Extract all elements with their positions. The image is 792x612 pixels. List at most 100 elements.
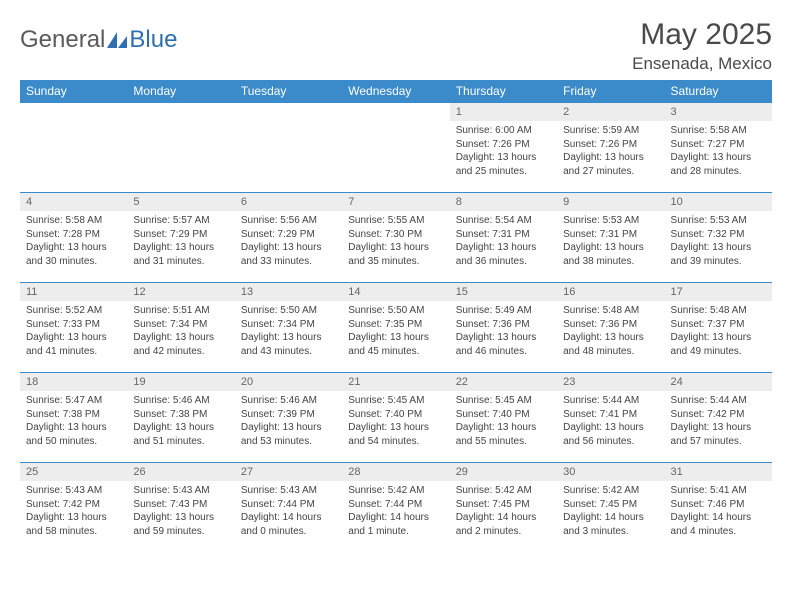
day-number: 8 <box>450 193 557 211</box>
day-details: Sunrise: 5:48 AMSunset: 7:36 PMDaylight:… <box>557 301 664 360</box>
weekday-header: Tuesday <box>235 80 342 103</box>
calendar-cell: 8Sunrise: 5:54 AMSunset: 7:31 PMDaylight… <box>450 193 557 283</box>
calendar-row: 25Sunrise: 5:43 AMSunset: 7:42 PMDayligh… <box>20 463 772 553</box>
day-details: Sunrise: 5:42 AMSunset: 7:45 PMDaylight:… <box>557 481 664 540</box>
day-number: 28 <box>342 463 449 481</box>
day-details: Sunrise: 5:50 AMSunset: 7:34 PMDaylight:… <box>235 301 342 360</box>
day-details: Sunrise: 6:00 AMSunset: 7:26 PMDaylight:… <box>450 121 557 180</box>
day-number: 25 <box>20 463 127 481</box>
calendar-cell: 11Sunrise: 5:52 AMSunset: 7:33 PMDayligh… <box>20 283 127 373</box>
day-number: 6 <box>235 193 342 211</box>
day-details: Sunrise: 5:44 AMSunset: 7:42 PMDaylight:… <box>665 391 772 450</box>
calendar-cell: 5Sunrise: 5:57 AMSunset: 7:29 PMDaylight… <box>127 193 234 283</box>
brand-part2: Blue <box>129 26 177 54</box>
day-number: 26 <box>127 463 234 481</box>
day-number: 17 <box>665 283 772 301</box>
calendar-cell: 4Sunrise: 5:58 AMSunset: 7:28 PMDaylight… <box>20 193 127 283</box>
calendar-cell <box>127 103 234 193</box>
day-details: Sunrise: 5:51 AMSunset: 7:34 PMDaylight:… <box>127 301 234 360</box>
day-details: Sunrise: 5:43 AMSunset: 7:44 PMDaylight:… <box>235 481 342 540</box>
calendar-cell: 17Sunrise: 5:48 AMSunset: 7:37 PMDayligh… <box>665 283 772 373</box>
calendar-cell <box>235 103 342 193</box>
calendar-row: 18Sunrise: 5:47 AMSunset: 7:38 PMDayligh… <box>20 373 772 463</box>
day-details: Sunrise: 5:53 AMSunset: 7:32 PMDaylight:… <box>665 211 772 270</box>
calendar-cell <box>342 103 449 193</box>
calendar-cell: 22Sunrise: 5:45 AMSunset: 7:40 PMDayligh… <box>450 373 557 463</box>
day-number: 7 <box>342 193 449 211</box>
calendar-cell: 23Sunrise: 5:44 AMSunset: 7:41 PMDayligh… <box>557 373 664 463</box>
sail-icon <box>107 32 127 48</box>
day-details: Sunrise: 5:59 AMSunset: 7:26 PMDaylight:… <box>557 121 664 180</box>
calendar-cell: 27Sunrise: 5:43 AMSunset: 7:44 PMDayligh… <box>235 463 342 553</box>
day-number: 1 <box>450 103 557 121</box>
day-number: 27 <box>235 463 342 481</box>
calendar-cell: 1Sunrise: 6:00 AMSunset: 7:26 PMDaylight… <box>450 103 557 193</box>
day-details: Sunrise: 5:42 AMSunset: 7:44 PMDaylight:… <box>342 481 449 540</box>
calendar-cell: 15Sunrise: 5:49 AMSunset: 7:36 PMDayligh… <box>450 283 557 373</box>
calendar-cell: 30Sunrise: 5:42 AMSunset: 7:45 PMDayligh… <box>557 463 664 553</box>
location-label: Ensenada, Mexico <box>632 54 772 74</box>
day-details: Sunrise: 5:47 AMSunset: 7:38 PMDaylight:… <box>20 391 127 450</box>
calendar-cell: 6Sunrise: 5:56 AMSunset: 7:29 PMDaylight… <box>235 193 342 283</box>
day-details: Sunrise: 5:56 AMSunset: 7:29 PMDaylight:… <box>235 211 342 270</box>
day-number: 31 <box>665 463 772 481</box>
calendar-cell: 14Sunrise: 5:50 AMSunset: 7:35 PMDayligh… <box>342 283 449 373</box>
day-details: Sunrise: 5:43 AMSunset: 7:42 PMDaylight:… <box>20 481 127 540</box>
day-number: 2 <box>557 103 664 121</box>
day-details: Sunrise: 5:45 AMSunset: 7:40 PMDaylight:… <box>342 391 449 450</box>
calendar-cell: 29Sunrise: 5:42 AMSunset: 7:45 PMDayligh… <box>450 463 557 553</box>
calendar-cell: 10Sunrise: 5:53 AMSunset: 7:32 PMDayligh… <box>665 193 772 283</box>
calendar-cell: 3Sunrise: 5:58 AMSunset: 7:27 PMDaylight… <box>665 103 772 193</box>
page-title: May 2025 <box>632 18 772 52</box>
calendar-cell: 13Sunrise: 5:50 AMSunset: 7:34 PMDayligh… <box>235 283 342 373</box>
calendar-cell: 2Sunrise: 5:59 AMSunset: 7:26 PMDaylight… <box>557 103 664 193</box>
calendar-cell: 9Sunrise: 5:53 AMSunset: 7:31 PMDaylight… <box>557 193 664 283</box>
calendar-cell: 16Sunrise: 5:48 AMSunset: 7:36 PMDayligh… <box>557 283 664 373</box>
day-details: Sunrise: 5:42 AMSunset: 7:45 PMDaylight:… <box>450 481 557 540</box>
calendar-row: 11Sunrise: 5:52 AMSunset: 7:33 PMDayligh… <box>20 283 772 373</box>
day-number: 4 <box>20 193 127 211</box>
brand-part1: General <box>20 26 105 54</box>
day-number: 30 <box>557 463 664 481</box>
calendar-table: Sunday Monday Tuesday Wednesday Thursday… <box>20 80 772 553</box>
day-details: Sunrise: 5:48 AMSunset: 7:37 PMDaylight:… <box>665 301 772 360</box>
weekday-header: Monday <box>127 80 234 103</box>
day-number: 21 <box>342 373 449 391</box>
day-number: 12 <box>127 283 234 301</box>
day-number: 19 <box>127 373 234 391</box>
day-details: Sunrise: 5:50 AMSunset: 7:35 PMDaylight:… <box>342 301 449 360</box>
day-number: 15 <box>450 283 557 301</box>
weekday-header: Thursday <box>450 80 557 103</box>
day-details: Sunrise: 5:53 AMSunset: 7:31 PMDaylight:… <box>557 211 664 270</box>
day-details: Sunrise: 5:54 AMSunset: 7:31 PMDaylight:… <box>450 211 557 270</box>
day-number: 11 <box>20 283 127 301</box>
day-details: Sunrise: 5:46 AMSunset: 7:38 PMDaylight:… <box>127 391 234 450</box>
day-number: 23 <box>557 373 664 391</box>
calendar-cell: 20Sunrise: 5:46 AMSunset: 7:39 PMDayligh… <box>235 373 342 463</box>
calendar-cell: 26Sunrise: 5:43 AMSunset: 7:43 PMDayligh… <box>127 463 234 553</box>
day-details: Sunrise: 5:49 AMSunset: 7:36 PMDaylight:… <box>450 301 557 360</box>
day-details: Sunrise: 5:55 AMSunset: 7:30 PMDaylight:… <box>342 211 449 270</box>
day-details: Sunrise: 5:43 AMSunset: 7:43 PMDaylight:… <box>127 481 234 540</box>
calendar-cell: 24Sunrise: 5:44 AMSunset: 7:42 PMDayligh… <box>665 373 772 463</box>
weekday-header: Friday <box>557 80 664 103</box>
day-number: 3 <box>665 103 772 121</box>
day-details: Sunrise: 5:44 AMSunset: 7:41 PMDaylight:… <box>557 391 664 450</box>
weekday-header: Saturday <box>665 80 772 103</box>
day-details: Sunrise: 5:57 AMSunset: 7:29 PMDaylight:… <box>127 211 234 270</box>
calendar-cell: 21Sunrise: 5:45 AMSunset: 7:40 PMDayligh… <box>342 373 449 463</box>
weekday-header-row: Sunday Monday Tuesday Wednesday Thursday… <box>20 80 772 103</box>
calendar-row: 4Sunrise: 5:58 AMSunset: 7:28 PMDaylight… <box>20 193 772 283</box>
calendar-cell: 19Sunrise: 5:46 AMSunset: 7:38 PMDayligh… <box>127 373 234 463</box>
calendar-cell: 7Sunrise: 5:55 AMSunset: 7:30 PMDaylight… <box>342 193 449 283</box>
day-number: 13 <box>235 283 342 301</box>
calendar-row: 1Sunrise: 6:00 AMSunset: 7:26 PMDaylight… <box>20 103 772 193</box>
weekday-header: Sunday <box>20 80 127 103</box>
weekday-header: Wednesday <box>342 80 449 103</box>
day-details: Sunrise: 5:58 AMSunset: 7:28 PMDaylight:… <box>20 211 127 270</box>
day-number: 18 <box>20 373 127 391</box>
day-details: Sunrise: 5:58 AMSunset: 7:27 PMDaylight:… <box>665 121 772 180</box>
calendar-cell: 18Sunrise: 5:47 AMSunset: 7:38 PMDayligh… <box>20 373 127 463</box>
day-number: 16 <box>557 283 664 301</box>
day-details: Sunrise: 5:46 AMSunset: 7:39 PMDaylight:… <box>235 391 342 450</box>
